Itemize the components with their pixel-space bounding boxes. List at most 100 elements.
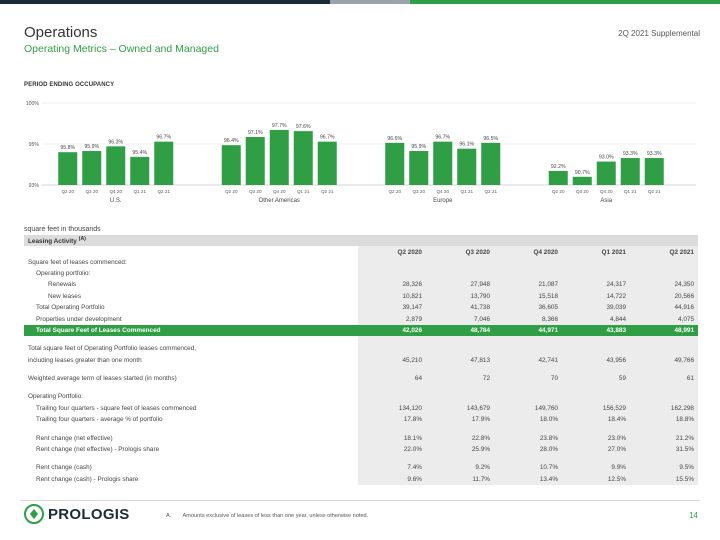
cell: 18.0% — [494, 414, 562, 426]
x-tick-label: Q2 20 — [61, 189, 74, 194]
x-tick-label: Q2 20 — [552, 189, 565, 194]
table-row: Rent change (cash) - Prologis share 9.6%… — [24, 473, 698, 486]
table-title-footnote-ref: (A) — [78, 236, 86, 243]
x-tick-label: Q4 20 — [436, 189, 449, 194]
cell: 11.7% — [426, 473, 494, 486]
column-header: Q4 2020 — [494, 246, 562, 258]
bar — [58, 152, 78, 185]
data-label: 93.3% — [647, 151, 662, 157]
cell: 2,879 — [358, 313, 426, 325]
column-header: Q2 2021 — [630, 246, 698, 258]
supplemental-label: 2Q 2021 Supplemental — [618, 29, 700, 38]
cell: 64 — [358, 372, 426, 385]
accent-segment-green — [410, 0, 720, 4]
cell: 45,210 — [358, 354, 426, 366]
row-label: Rent change (cash) — [36, 464, 92, 472]
logo-wordmark: PROLOGIS — [48, 505, 130, 523]
cell: 25.9% — [426, 443, 494, 456]
cell: 21.2% — [630, 432, 698, 444]
bar — [481, 142, 501, 185]
table-row: Rent change (cash) 7.4% 9.2% 10.7% 9.9% … — [24, 462, 698, 474]
table-row: Total Operating Portfolio 39,147 41,738 … — [24, 301, 698, 314]
y-tick-label: 100% — [26, 101, 40, 107]
data-label: 96.4% — [224, 138, 239, 144]
data-label: 93.0% — [599, 155, 614, 161]
table-row: Rent change (net effective) - Prologis s… — [24, 443, 698, 456]
cell: 23.0% — [562, 432, 630, 444]
x-tick-label: Q2 20 — [225, 189, 238, 194]
bar — [385, 142, 405, 185]
units-note: square feet in thousands — [24, 226, 101, 233]
cell: 12.5% — [562, 473, 630, 486]
cell: 42,741 — [494, 354, 562, 366]
cell: 42,026 — [358, 324, 426, 337]
y-tick-label: 95% — [29, 142, 40, 148]
x-tick-label: Q1 21 — [133, 189, 146, 194]
row-label: Rent change (net effective) — [36, 434, 113, 442]
page-subtitle: Operating Metrics – Owned and Managed — [24, 43, 219, 55]
row-label: Rent change (net effective) - Prologis s… — [36, 446, 160, 454]
cell: 44,971 — [494, 324, 562, 337]
cell: 48,991 — [630, 324, 698, 337]
table-row: Properties under development 2,879 7,046… — [24, 313, 698, 325]
row-label: Operating Portfolio: — [28, 393, 84, 401]
bar — [317, 141, 337, 185]
table-row: Trailing four quarters - square feet of … — [24, 402, 698, 415]
bar — [620, 158, 640, 185]
y-tick-label: 93% — [29, 183, 40, 189]
table-total-row: Total Square Feet of Leases Commenced 42… — [24, 324, 698, 337]
data-label: 96.6% — [387, 136, 402, 142]
data-label: 95.9% — [411, 144, 426, 150]
bar — [548, 170, 568, 185]
cell: 48,784 — [426, 324, 494, 337]
table-title-text: Leasing Activity — [28, 238, 77, 246]
data-label: 96.3% — [108, 139, 123, 145]
x-tick-label: Q3 20 — [85, 189, 98, 194]
cell: 134,120 — [358, 402, 426, 415]
cell: 28,326 — [358, 279, 426, 291]
footnote: A. Amounts exclusive of leases of less t… — [166, 513, 368, 519]
row-label: Trailing four quarters - square feet of … — [36, 404, 197, 412]
x-tick-label: Q1 21 — [460, 189, 473, 194]
table-row: Renewals 28,326 27,948 21,087 24,317 24,… — [24, 279, 698, 291]
x-tick-label: Q2 21 — [648, 189, 661, 194]
cell: 41,738 — [426, 301, 494, 314]
row-label: Properties under development — [36, 315, 122, 323]
page-title: Operations — [24, 24, 98, 41]
group-label: Europe — [433, 198, 453, 204]
accent-segment-navy — [0, 0, 330, 4]
table-title-row: Leasing Activity (A) — [24, 235, 698, 247]
cell: 24,350 — [630, 279, 698, 291]
cell: 47,813 — [426, 354, 494, 366]
cell: 9.5% — [630, 462, 698, 474]
table-row: Operating Portfolio: — [24, 391, 698, 403]
cell: 10,821 — [358, 290, 426, 302]
x-tick-label: Q3 20 — [412, 189, 425, 194]
bar — [245, 136, 265, 185]
cell: 22.8% — [426, 432, 494, 444]
data-label: 92.2% — [551, 164, 566, 170]
cell: 162,298 — [630, 402, 698, 415]
cell: 9.2% — [426, 462, 494, 474]
data-label: 97.7% — [272, 123, 287, 129]
x-tick-label: Q4 20 — [109, 189, 122, 194]
cell: 7.4% — [358, 462, 426, 474]
data-label: 90.7% — [575, 170, 590, 176]
cell: 9.6% — [358, 473, 426, 486]
bar — [154, 141, 174, 185]
bar — [82, 151, 102, 185]
cell: 27,948 — [426, 279, 494, 291]
row-label: Weighted average term of leases started … — [28, 375, 177, 383]
data-label: 96.7% — [320, 135, 335, 141]
table-row: Weighted average term of leases started … — [24, 372, 698, 385]
row-label: including leases greater than one month — [28, 356, 142, 364]
cell: 156,529 — [562, 402, 630, 415]
cell: 39,039 — [562, 301, 630, 314]
cell: 8,366 — [494, 313, 562, 325]
x-tick-label: Q4 20 — [273, 189, 286, 194]
cell: 49,766 — [630, 354, 698, 366]
row-label: Trailing four quarters - average % of po… — [36, 416, 163, 424]
cell: 28.0% — [494, 443, 562, 456]
accent-segment-gray — [330, 0, 410, 4]
cell: 18.1% — [358, 432, 426, 444]
